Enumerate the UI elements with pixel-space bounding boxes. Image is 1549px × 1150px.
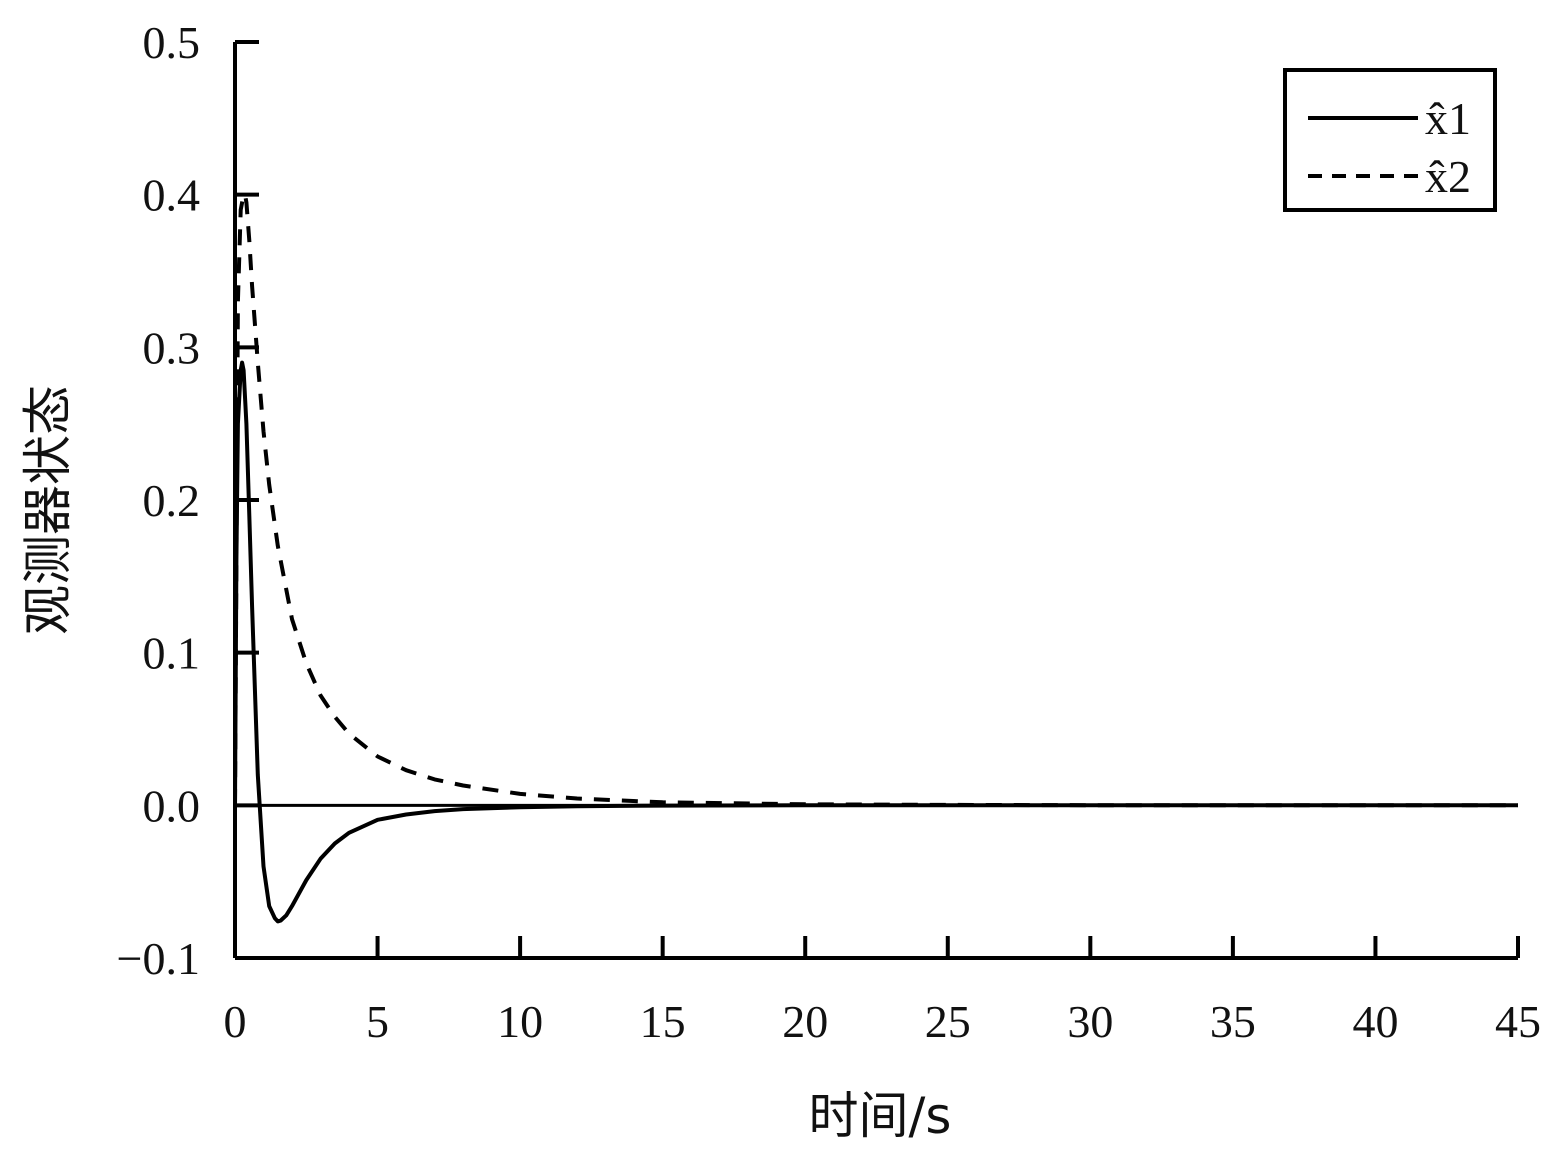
x-tick-label: 5 [366, 996, 389, 1047]
legend: x̂1 x̂2 [1283, 68, 1497, 212]
x-tick-label: 45 [1495, 996, 1541, 1047]
y-tick-label: 0.2 [143, 475, 201, 526]
axes: −0.1 0.0 0.1 0.2 0.3 0.4 0.5 0 5 10 15 20 25 30 35 40 45 [117, 17, 1541, 1047]
x-tick-label: 15 [640, 996, 686, 1047]
y-tick-label: 0.3 [143, 322, 201, 373]
y-tick-label: 0.5 [143, 17, 201, 68]
x-axis-title: 时间/s [809, 1087, 952, 1145]
x-tick-label: 0 [224, 996, 247, 1047]
series-line-2 [233, 192, 1518, 808]
series-line-1 [233, 360, 1518, 924]
legend-label-x1: x̂1 [1425, 93, 1471, 144]
x-tick-label: 25 [925, 996, 971, 1047]
x-tick-label: 10 [497, 996, 543, 1047]
legend-box [1283, 68, 1497, 212]
y-tick-label: 0.4 [143, 170, 201, 221]
legend-label-x2: x̂2 [1425, 151, 1471, 202]
x-tick-label: 30 [1067, 996, 1113, 1047]
y-axis-title: 观测器状态 [19, 385, 77, 635]
x-tick-label: 20 [782, 996, 828, 1047]
y-tick-label: 0.0 [143, 780, 201, 831]
series-layer [233, 192, 1518, 924]
x-tick-label: 35 [1210, 996, 1256, 1047]
y-tick-label: 0.1 [143, 628, 201, 679]
y-tick-label: −0.1 [117, 933, 200, 984]
x-tick-label: 40 [1352, 996, 1398, 1047]
